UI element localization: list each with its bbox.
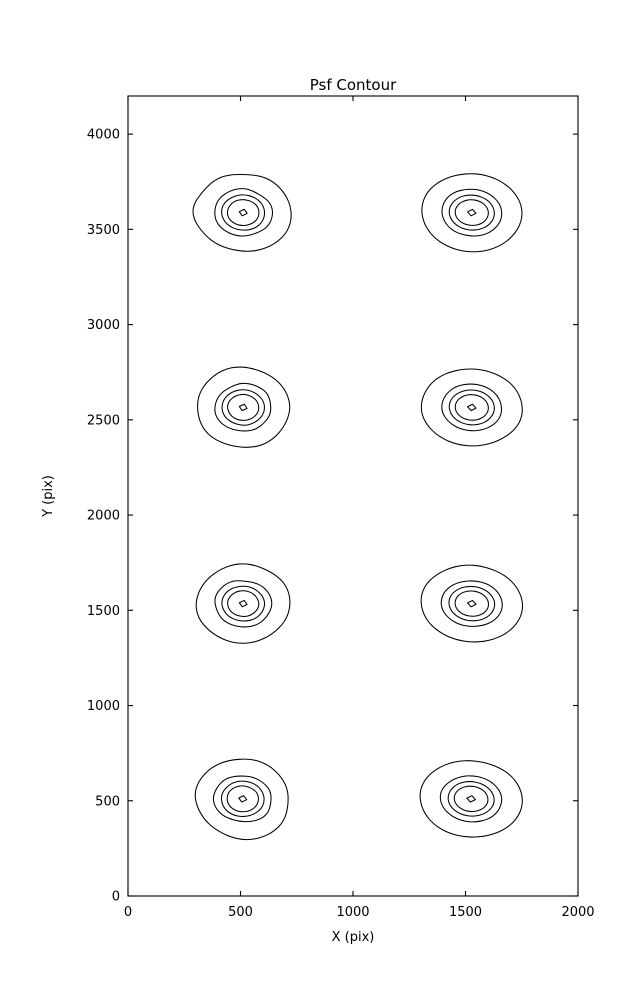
contour-level-1 <box>441 188 503 237</box>
contour-level-0 <box>421 173 523 253</box>
x-axis-label: X (pix) <box>332 930 375 945</box>
x-tick-label: 1000 <box>336 905 369 920</box>
psf-source <box>195 563 291 644</box>
contour-level-0 <box>420 368 523 447</box>
contour-level-1 <box>214 188 273 237</box>
y-tick-label: 4000 <box>87 128 120 143</box>
contour-level-4 <box>238 795 248 803</box>
contour-level-0 <box>197 366 291 448</box>
contour-level-0 <box>195 563 291 644</box>
contour-group <box>192 173 524 841</box>
y-tick-label: 3000 <box>87 318 120 333</box>
contour-level-2 <box>448 585 496 622</box>
contour-level-3 <box>226 785 259 813</box>
x-tick-label: 500 <box>228 905 253 920</box>
contour-level-1 <box>214 382 272 432</box>
psf-source <box>197 366 291 448</box>
contour-level-2 <box>447 781 495 817</box>
contour-level-1 <box>441 383 503 432</box>
contour-level-0 <box>194 758 289 841</box>
contour-level-1 <box>440 580 503 627</box>
contour-level-3 <box>227 590 260 617</box>
page-title: Psf Contour <box>310 76 397 94</box>
y-tick-label: 1000 <box>87 699 120 714</box>
contour-level-4 <box>467 599 477 608</box>
contour-level-4 <box>238 599 248 608</box>
psf-source <box>194 758 289 841</box>
contour-level-0 <box>420 564 524 643</box>
contour-level-4 <box>238 403 248 412</box>
contour-level-4 <box>467 403 477 412</box>
contour-level-4 <box>466 795 476 803</box>
contour-level-4 <box>467 208 477 217</box>
contour-level-2 <box>221 389 265 426</box>
contour-level-2 <box>221 194 266 231</box>
y-tick-label: 2000 <box>87 509 120 524</box>
contour-level-2 <box>448 389 495 426</box>
contour-level-2 <box>448 194 495 231</box>
contour-level-3 <box>454 394 489 421</box>
psf-source <box>420 368 523 447</box>
contour-level-1 <box>212 775 272 823</box>
tick-labels: 0 500 1000 1500 2000 0 500 1000 1500 2000 2500 3000… <box>87 128 595 920</box>
y-tick-label: 0 <box>112 890 120 905</box>
contour-level-2 <box>221 585 266 622</box>
y-tick-label: 500 <box>95 794 120 809</box>
axes-frame <box>127 95 579 897</box>
contour-level-3 <box>453 785 489 813</box>
psf-source <box>420 564 524 643</box>
psf-source <box>421 173 523 253</box>
psf-source <box>192 173 292 252</box>
y-tick-label: 2500 <box>87 413 120 428</box>
contour-level-2 <box>220 780 265 817</box>
contour-level-1 <box>439 775 503 823</box>
psf-source <box>419 760 523 838</box>
y-tick-label: 3500 <box>87 223 120 238</box>
contour-level-3 <box>227 393 260 421</box>
contour-level-3 <box>226 199 260 226</box>
y-tick-label: 1500 <box>87 604 120 619</box>
contour-level-4 <box>238 208 248 217</box>
contour-level-0 <box>192 173 292 252</box>
contour-level-1 <box>214 580 273 628</box>
contour-level-3 <box>454 590 490 617</box>
contour-level-0 <box>419 760 523 838</box>
x-tick-label: 0 <box>124 905 132 920</box>
y-axis-label: Y (pix) <box>41 475 56 518</box>
contour-level-3 <box>454 199 489 226</box>
x-tick-label: 1500 <box>449 905 482 920</box>
x-tick-label: 2000 <box>561 905 594 920</box>
